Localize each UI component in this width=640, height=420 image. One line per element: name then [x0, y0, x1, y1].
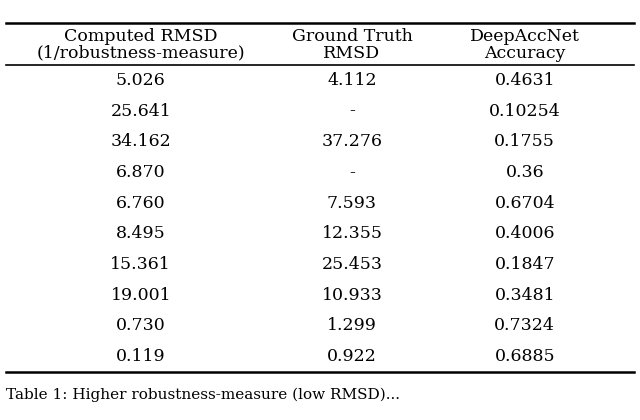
- Text: 25.453: 25.453: [321, 256, 383, 273]
- Text: 6.870: 6.870: [116, 164, 166, 181]
- Text: 4.112: 4.112: [327, 72, 377, 89]
- Text: 6.760: 6.760: [116, 194, 166, 212]
- Text: 0.4006: 0.4006: [495, 225, 555, 242]
- Text: 25.641: 25.641: [111, 102, 171, 120]
- Text: (1/robustness-measure): (1/robustness-measure): [36, 45, 245, 62]
- Text: 37.276: 37.276: [321, 133, 383, 150]
- Text: 8.495: 8.495: [116, 225, 166, 242]
- Text: 7.593: 7.593: [327, 194, 377, 212]
- Text: 0.6704: 0.6704: [495, 194, 555, 212]
- Text: Accuracy: Accuracy: [484, 45, 566, 62]
- Text: Table 1: Higher robustness-measure (low RMSD)...: Table 1: Higher robustness-measure (low …: [6, 388, 401, 402]
- Text: 0.1847: 0.1847: [495, 256, 555, 273]
- Text: 0.3481: 0.3481: [495, 286, 555, 304]
- Text: 19.001: 19.001: [111, 286, 171, 304]
- Text: 1.299: 1.299: [327, 317, 377, 334]
- Text: 0.730: 0.730: [116, 317, 166, 334]
- Text: RMSD: RMSD: [323, 45, 381, 62]
- Text: 0.4631: 0.4631: [495, 72, 555, 89]
- Text: Computed RMSD: Computed RMSD: [64, 28, 218, 45]
- Text: 0.7324: 0.7324: [494, 317, 556, 334]
- Text: 0.6885: 0.6885: [495, 348, 555, 365]
- Text: 0.36: 0.36: [506, 164, 544, 181]
- Text: 0.10254: 0.10254: [489, 102, 561, 120]
- Text: 0.922: 0.922: [327, 348, 377, 365]
- Text: 10.933: 10.933: [321, 286, 383, 304]
- Text: -: -: [349, 164, 355, 181]
- Text: Ground Truth: Ground Truth: [292, 28, 412, 45]
- Text: 12.355: 12.355: [321, 225, 383, 242]
- Text: 34.162: 34.162: [111, 133, 171, 150]
- Text: 0.119: 0.119: [116, 348, 166, 365]
- Text: 0.1755: 0.1755: [494, 133, 556, 150]
- Text: -: -: [349, 102, 355, 120]
- Text: 15.361: 15.361: [111, 256, 171, 273]
- Text: DeepAccNet: DeepAccNet: [470, 28, 580, 45]
- Text: 5.026: 5.026: [116, 72, 166, 89]
